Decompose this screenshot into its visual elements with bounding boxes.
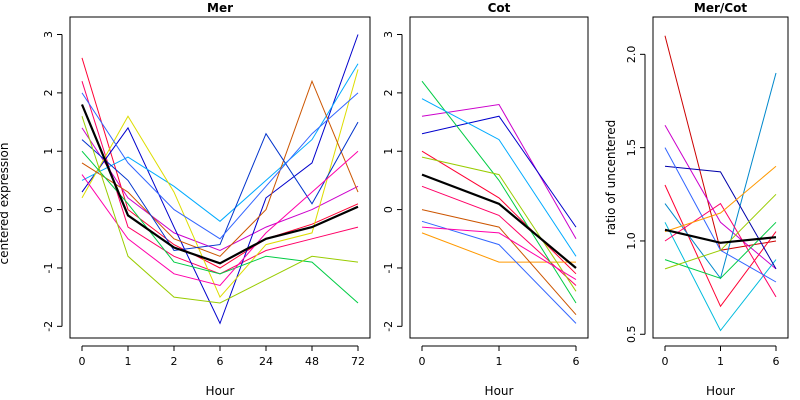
mer-x-tick-label: 2 xyxy=(171,355,178,368)
cot-series-line-3 xyxy=(421,103,577,240)
mer-series-line-5 xyxy=(81,63,359,222)
cot-title: Cot xyxy=(488,1,511,15)
mer-x-tick-label: 24 xyxy=(259,355,273,368)
cot-y-tick-label: 0 xyxy=(382,206,395,213)
mer-y-axis-title: centered expression xyxy=(0,143,11,265)
ratio-series-line-5 xyxy=(664,222,777,332)
cot-x-axis-title: Hour xyxy=(485,384,514,398)
cot-y-tick-label: -1 xyxy=(382,262,395,273)
ratio-title: Mer/Cot xyxy=(694,1,747,15)
ratio-x-tick-label: 0 xyxy=(662,355,669,368)
ratio-series-line-6 xyxy=(664,165,777,270)
cot-series-line-8 xyxy=(421,209,577,316)
ratio-series-line-1 xyxy=(664,35,777,251)
ratio-series-line-3 xyxy=(664,124,777,270)
mer-panel: Mer 0 1 2 6 24 48 72 Hour -2 -1 0 1 2 3 centered expres… xyxy=(0,1,371,398)
mer-series-line-7 xyxy=(81,79,359,257)
ratio-y-axis-title: ratio of uncentered xyxy=(604,120,618,235)
cot-series-line-10 xyxy=(421,156,577,292)
ratio-y-tick-label: 1.5 xyxy=(625,139,638,157)
ratio-mean-line xyxy=(664,228,777,244)
ratio-y-tick-label: 2.0 xyxy=(625,46,638,64)
mer-series-line-3 xyxy=(81,127,359,252)
mer-x-tick-label: 1 xyxy=(125,355,132,368)
ratio-y-tick-label: 0.5 xyxy=(625,326,638,344)
mer-x-tick-label: 72 xyxy=(351,355,365,368)
ratio-y-tick-label: 1.0 xyxy=(625,232,638,250)
ratio-series-line-7 xyxy=(664,202,777,298)
mer-series-line-8 xyxy=(81,150,359,304)
ratio-series-line-8 xyxy=(664,221,777,279)
ratio-x-axis-title: Hour xyxy=(706,384,735,398)
mer-y-tick-label: -2 xyxy=(42,321,55,332)
mer-x-tick-label: 6 xyxy=(217,355,224,368)
mer-y-tick-label: 1 xyxy=(42,148,55,155)
cot-series-line-9 xyxy=(421,220,577,324)
cot-y-tick-label: 3 xyxy=(382,31,395,38)
cot-mean-line xyxy=(421,173,577,269)
mer-series-line-1 xyxy=(81,57,359,269)
cot-x-tick-label: 1 xyxy=(496,355,503,368)
cot-y-tick-label: -2 xyxy=(382,321,395,332)
mer-series-line-6 xyxy=(81,69,359,299)
mer-series-line-4 xyxy=(81,34,359,325)
cot-series-line-1 xyxy=(421,150,577,275)
cot-y-tick-label: 2 xyxy=(382,89,395,96)
cot-y-tick-label: 1 xyxy=(382,148,395,155)
mer-y-tick-label: 2 xyxy=(42,89,55,96)
cot-series-line-2 xyxy=(421,185,577,286)
cot-x-tick-label: 0 xyxy=(419,355,426,368)
cot-series-line-6 xyxy=(421,98,577,257)
mer-y-tick-label: 0 xyxy=(42,206,55,213)
cot-panel: Cot 0 1 6 Hour -2 -1 0 1 2 3 xyxy=(382,1,589,398)
mer-title: Mer xyxy=(207,1,233,15)
mer-series-line-12 xyxy=(81,92,359,240)
ratio-plot-frame xyxy=(652,16,789,339)
cot-plot-frame xyxy=(409,16,589,339)
cot-series-line-11 xyxy=(421,226,577,281)
mer-x-axis-title: Hour xyxy=(206,384,235,398)
mer-x-tick-label: 48 xyxy=(305,355,319,368)
cot-series-line-5 xyxy=(421,80,577,304)
mer-series-line-9 xyxy=(81,121,359,252)
ratio-panel: Mer/Cot 0 1 6 Hour 0.5 1.0 1.5 2.0 ratio of uncen… xyxy=(604,1,789,398)
ratio-x-tick-label: 6 xyxy=(773,355,780,368)
ratio-x-tick-label: 1 xyxy=(717,355,724,368)
mer-plot-frame xyxy=(69,16,371,339)
mer-mean-line xyxy=(80,104,359,265)
mer-y-tick-label: -1 xyxy=(42,262,55,273)
cot-x-tick-label: 6 xyxy=(573,355,580,368)
mer-series-line-11 xyxy=(81,116,359,304)
ratio-series-line-4 xyxy=(664,72,777,280)
ratio-series-line-10 xyxy=(664,165,777,233)
ratio-series-line-11 xyxy=(664,193,777,270)
mer-y-tick-label: 3 xyxy=(42,31,55,38)
cot-series-line-7 xyxy=(421,232,576,263)
mer-x-tick-label: 0 xyxy=(79,355,86,368)
cot-series-line-4 xyxy=(421,115,577,228)
mer-series-line-10 xyxy=(81,150,359,287)
